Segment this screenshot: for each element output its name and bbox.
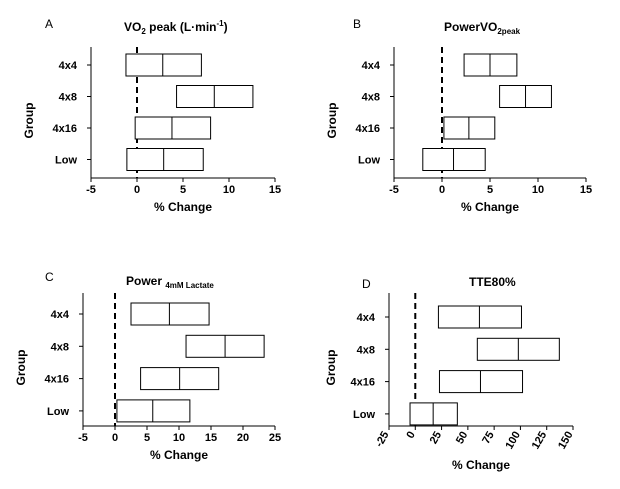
- panel-d: D TTE80% -25 0 25 50 75 100 125 150 % Change Group 4…: [324, 275, 576, 472]
- box-4x4: [437, 305, 522, 329]
- x-tick-label: 20: [237, 432, 249, 444]
- x-tick-label: 0: [112, 432, 118, 444]
- title-superscript: -1: [217, 19, 225, 28]
- y-tick-label: 4x16: [53, 123, 77, 135]
- x-tick-label: 25: [428, 430, 445, 447]
- x-tick-label: 150: [556, 430, 576, 452]
- x-axis-label: % Change: [150, 448, 208, 462]
- y-tick-label: 4x8: [357, 344, 375, 356]
- panel-letter: D: [362, 277, 371, 291]
- box-4x16: [438, 370, 524, 394]
- title-subscript: 2: [141, 27, 146, 36]
- x-tick-label: -5: [86, 184, 96, 196]
- panel-letter: C: [45, 270, 54, 284]
- title-text: PowerVO: [444, 20, 497, 34]
- box-4x4: [130, 302, 210, 326]
- x-tick-label: 75: [480, 430, 497, 447]
- y-tick-label: 4x16: [45, 374, 69, 386]
- y-tick-label: 4x4: [59, 60, 78, 72]
- y-tick-label: 4x16: [351, 377, 375, 389]
- panel-title: PowerVO2peak: [444, 20, 521, 36]
- title-text: min: [195, 20, 216, 34]
- x-tick-label: 15: [580, 184, 592, 196]
- panel-letter: B: [353, 17, 361, 31]
- x-tick-label: 5: [144, 432, 150, 444]
- panel-letter: A: [45, 17, 53, 31]
- title-text: ): [224, 20, 228, 34]
- x-axis-label: % Change: [154, 200, 212, 214]
- y-tick-label: Low: [47, 406, 69, 418]
- x-tick-label: 15: [269, 184, 281, 196]
- x-axis-label: % Change: [452, 458, 510, 472]
- panel-title: TTE80%: [469, 275, 516, 289]
- y-tick-label: 4x8: [362, 92, 380, 104]
- x-tick-label: 125: [530, 430, 550, 452]
- title-subscript: 2peak: [497, 27, 520, 36]
- box-Low: [126, 148, 204, 171]
- x-axis-label: % Change: [461, 200, 519, 214]
- y-tick-label: Low: [353, 409, 375, 421]
- x-tick-label: -5: [78, 432, 88, 444]
- panel-a: A VO2 peak (L·min-1) -5 0 5 10 15 % Change Group…: [22, 17, 281, 214]
- y-axis-label: Group: [22, 103, 36, 139]
- y-tick-label: 4x4: [51, 309, 70, 321]
- title-subscript: 4mM Lactate: [165, 281, 214, 290]
- y-axis-label: Group: [14, 350, 28, 386]
- box-4x4: [125, 53, 202, 77]
- x-tick-label: 5: [487, 184, 493, 196]
- x-tick-label: 10: [532, 184, 544, 196]
- y-tick-label: 4x4: [357, 312, 376, 324]
- y-tick-label: 4x16: [356, 123, 380, 135]
- x-tick-label: 10: [223, 184, 235, 196]
- panel-b: B PowerVO2peak -5 0 5 10 15 % Change Group 4x4 4x8…: [325, 17, 592, 214]
- box-4x16: [134, 116, 212, 140]
- x-tick-label: 5: [180, 184, 186, 196]
- title-text: TTE80%: [469, 275, 516, 289]
- x-tick-label: -5: [389, 184, 399, 196]
- x-tick-label: 50: [454, 430, 471, 447]
- x-tick-label: 10: [173, 432, 185, 444]
- title-text: VO: [124, 20, 141, 34]
- box-Low: [116, 399, 191, 423]
- title-text: Power: [126, 274, 165, 288]
- y-tick-label: Low: [358, 155, 380, 167]
- x-tick-label: -25: [373, 430, 391, 450]
- y-axis-label: Group: [325, 103, 339, 139]
- panel-title: Power 4mM Lactate: [126, 274, 214, 290]
- y-tick-label: Low: [55, 155, 77, 167]
- x-tick-label: 25: [269, 432, 281, 444]
- y-tick-label: 4x8: [59, 92, 77, 104]
- x-tick-label: 0: [439, 184, 445, 196]
- box-Low: [409, 402, 458, 426]
- x-tick-label: 0: [134, 184, 140, 196]
- x-tick-label: 15: [205, 432, 217, 444]
- panel-title: VO2 peak (L·min-1): [124, 19, 228, 36]
- title-dot: ·: [191, 20, 195, 34]
- x-tick-label: 0: [404, 430, 417, 441]
- title-text: peak (L: [146, 20, 191, 34]
- panel-c: C Power 4mM Lactate -5 0 5 10 15 20 25 % Change Gr…: [14, 270, 281, 462]
- y-tick-label: 4x4: [362, 60, 381, 72]
- x-tick-label: 100: [503, 430, 523, 452]
- y-tick-label: 4x8: [51, 341, 69, 353]
- y-axis-label: Group: [324, 350, 338, 386]
